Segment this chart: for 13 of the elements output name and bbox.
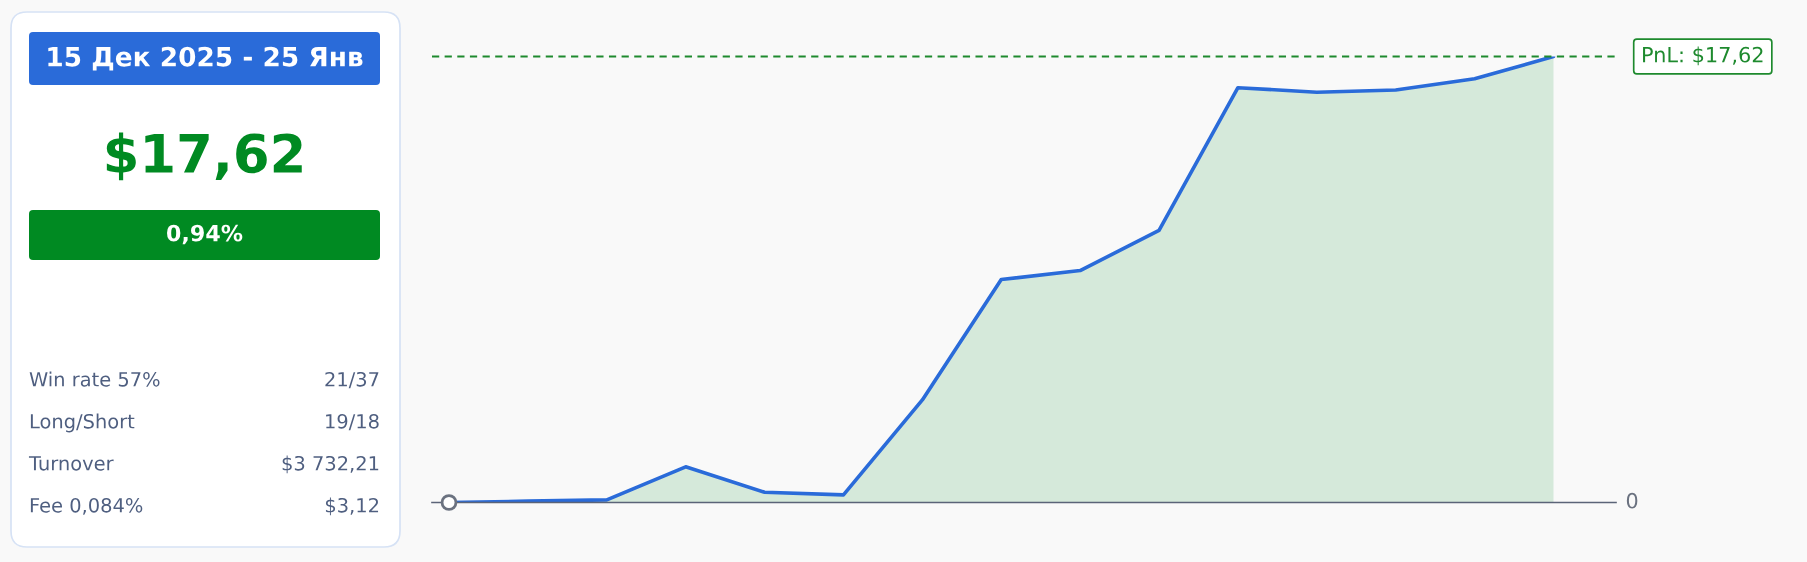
text: Long/Short bbox=[30, 413, 135, 433]
text: 19/18 bbox=[326, 413, 379, 431]
text: $17,62 bbox=[106, 132, 302, 181]
text: Fee 0,084% bbox=[30, 497, 143, 515]
text: $3,12 bbox=[325, 497, 379, 516]
text: 0 bbox=[1626, 492, 1638, 509]
text: Turnover bbox=[28, 456, 114, 471]
text: PnL: $17,62 bbox=[1643, 46, 1763, 66]
text: $3 732,21 bbox=[282, 455, 379, 474]
text: Win rate 57% bbox=[29, 371, 160, 387]
text: 0,94% bbox=[167, 224, 243, 245]
text: 21/37 bbox=[325, 371, 379, 389]
text: 15 Дек 2025 - 25 Янв bbox=[48, 46, 363, 71]
